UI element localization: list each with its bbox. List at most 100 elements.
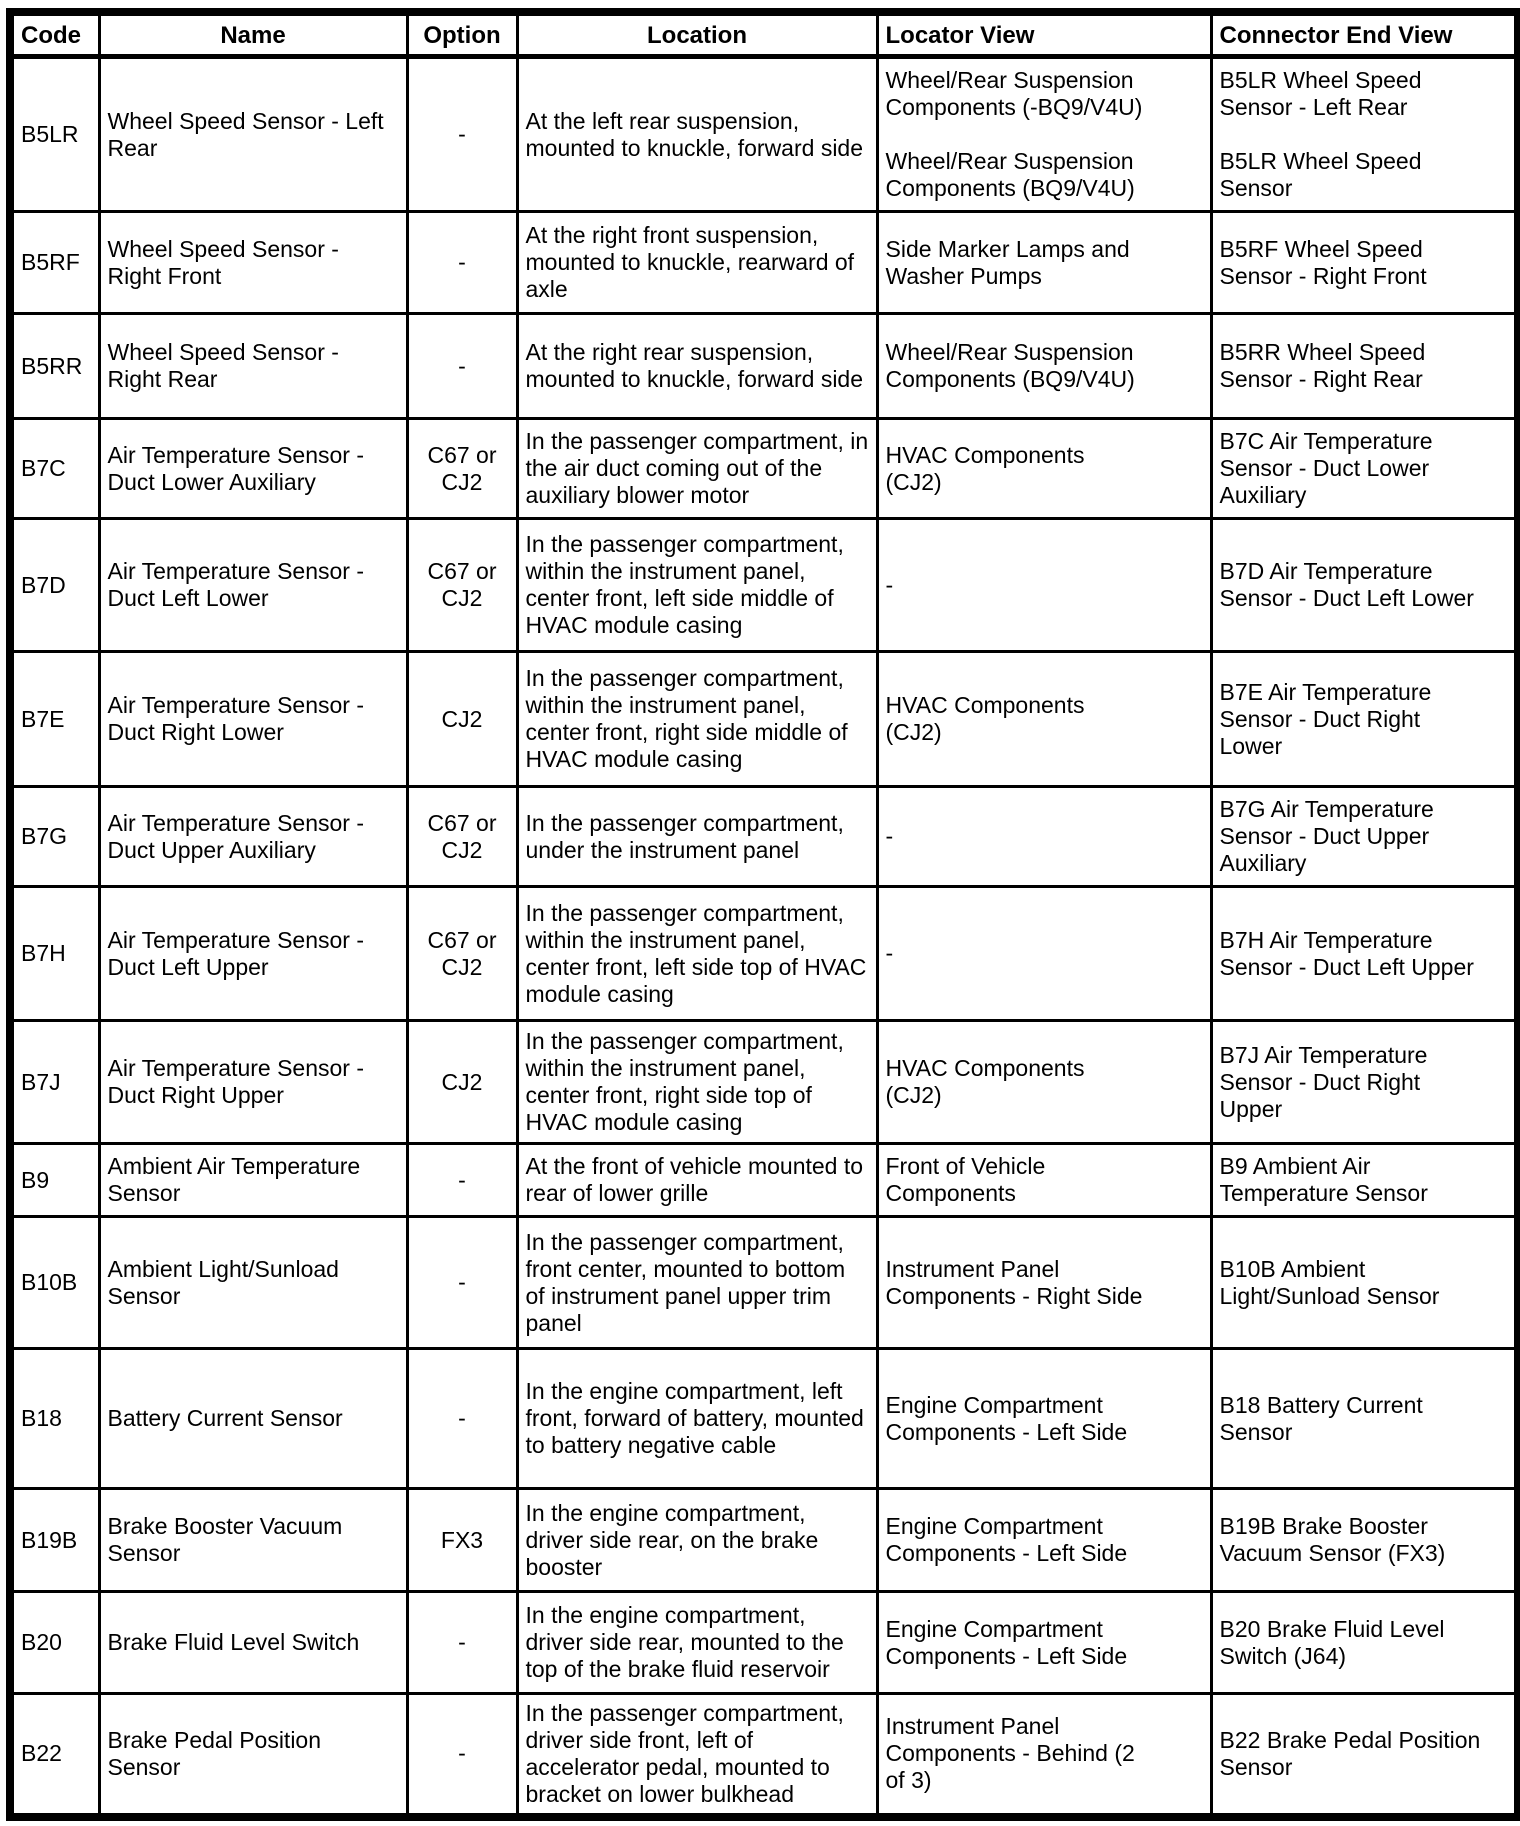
- table-row: B7D Air Temperature Sensor - Duct Left Lo…: [8, 517, 1520, 653]
- column-header-location: Location: [515, 10, 879, 59]
- column-header-option: Option: [405, 10, 519, 59]
- code-cell: B20: [8, 1590, 101, 1695]
- component-location-table-wrap: Code Name Option Location Locator View C…: [6, 8, 1520, 1821]
- connector-end-view-cell-text: B22 Brake Pedal Position Sensor: [1219, 1726, 1481, 1780]
- location-cell: In the passenger compartment, within the…: [515, 1019, 879, 1145]
- locator-view-cell: HVAC Components (CJ2): [875, 650, 1213, 788]
- location-cell: In the passenger compartment, in the air…: [515, 417, 879, 520]
- option-cell: CJ2: [405, 650, 519, 788]
- connector-end-view-cell-text: B5LR Wheel Speed Sensor - Left Rear: [1219, 67, 1422, 120]
- name-cell: Battery Current Sensor: [97, 1347, 409, 1490]
- connector-end-view-cell-text: B19B Brake Booster Vacuum Sensor (FX3): [1219, 1513, 1446, 1566]
- code-cell: B10B: [8, 1215, 101, 1350]
- location-cell: In the passenger compartment, under the …: [515, 785, 879, 888]
- locator-view-cell-text: -: [885, 571, 894, 598]
- locator-view-cell-text: Front of Vehicle Components: [885, 1153, 1046, 1206]
- locator-view-cell: Instrument Panel Components - Behind (2 …: [875, 1692, 1213, 1818]
- location-cell: In the passenger compartment, within the…: [515, 885, 879, 1022]
- option-cell: C67 or CJ2: [405, 885, 519, 1022]
- component-location-table: Code Name Option Location Locator View C…: [6, 8, 1520, 1821]
- table-row: B22 Brake Pedal Position Sensor - In the pa…: [8, 1692, 1520, 1818]
- location-cell: In the engine compartment, left front, f…: [515, 1347, 879, 1490]
- code-cell: B7E: [8, 650, 101, 788]
- locator-view-cell-text: Engine Compartment Components - Left Sid…: [885, 1615, 1128, 1669]
- option-cell: C67 or CJ2: [405, 517, 519, 653]
- connector-end-view-cell: B5RF Wheel Speed Sensor - Right Front: [1209, 210, 1520, 315]
- name-cell: Air Temperature Sensor - Duct Right Lowe…: [97, 650, 409, 788]
- locator-view-cell: Wheel/Rear Suspension Components (BQ9/V4…: [875, 312, 1213, 420]
- option-cell: -: [405, 1215, 519, 1350]
- name-cell: Brake Fluid Level Switch: [97, 1590, 409, 1695]
- name-cell: Air Temperature Sensor - Duct Right Uppe…: [97, 1019, 409, 1145]
- table-row: B19B Brake Booster Vacuum Sensor FX3 In the…: [8, 1487, 1520, 1593]
- table-row: B9 Ambient Air Temperature Sensor - At the …: [8, 1142, 1520, 1218]
- locator-view-cell-text: Wheel/Rear Suspension Components (-BQ9/V…: [885, 67, 1143, 120]
- locator-view-cell: HVAC Components (CJ2): [875, 417, 1213, 520]
- name-cell: Air Temperature Sensor - Duct Left Lower: [97, 517, 409, 653]
- locator-view-cell: Wheel/Rear Suspension Components (-BQ9/V…: [875, 55, 1213, 213]
- locator-view-cell: -: [875, 517, 1213, 653]
- column-header-connector-end-view: Connector End View: [1209, 10, 1520, 59]
- table-row: B20 Brake Fluid Level Switch - In the engin…: [8, 1590, 1520, 1695]
- connector-end-view-cell-text: B7G Air Temperature Sensor - Duct Upper …: [1219, 796, 1434, 876]
- locator-view-cell-text: HVAC Components (CJ2): [885, 692, 1085, 745]
- locator-view-cell: Engine Compartment Components - Left Sid…: [875, 1487, 1213, 1593]
- connector-end-view-cell: B18 Battery Current Sensor: [1209, 1347, 1520, 1490]
- column-header-code: Code: [8, 10, 101, 59]
- connector-end-view-cell: B20 Brake Fluid Level Switch (J64): [1209, 1590, 1520, 1695]
- table-body: B5LR Wheel Speed Sensor - Left Rear - At th…: [8, 55, 1520, 1818]
- table-row: B7E Air Temperature Sensor - Duct Right L…: [8, 650, 1520, 788]
- option-cell: CJ2: [405, 1019, 519, 1145]
- code-cell: B9: [8, 1142, 101, 1218]
- name-cell: Wheel Speed Sensor - Right Front: [97, 210, 409, 315]
- name-cell: Ambient Air Temperature Sensor: [97, 1142, 409, 1218]
- location-cell: In the passenger compartment, within the…: [515, 650, 879, 788]
- locator-view-cell-text: HVAC Components (CJ2): [885, 1055, 1085, 1108]
- header-row: Code Name Option Location Locator View C…: [8, 10, 1520, 59]
- location-cell: At the front of vehicle mounted to rear …: [515, 1142, 879, 1218]
- connector-end-view-cell: B7H Air Temperature Sensor - Duct Left U…: [1209, 885, 1520, 1022]
- connector-end-view-cell-text: B7J Air Temperature Sensor - Duct Right …: [1219, 1041, 1428, 1122]
- connector-end-view-cell-text: B5LR Wheel Speed Sensor: [1219, 148, 1422, 201]
- name-cell: Brake Booster Vacuum Sensor: [97, 1487, 409, 1593]
- name-cell: Air Temperature Sensor - Duct Upper Auxi…: [97, 785, 409, 888]
- code-cell: B19B: [8, 1487, 101, 1593]
- table-row: B7H Air Temperature Sensor - Duct Left Up…: [8, 885, 1520, 1022]
- location-cell: At the right front suspension, mounted t…: [515, 210, 879, 315]
- location-cell: In the engine compartment, driver side r…: [515, 1487, 879, 1593]
- locator-view-cell-text: -: [885, 823, 894, 849]
- locator-view-cell-text: Engine Compartment Components - Left Sid…: [885, 1513, 1128, 1566]
- locator-view-cell-text: Side Marker Lamps and Washer Pumps: [885, 235, 1130, 289]
- connector-end-view-cell: B22 Brake Pedal Position Sensor: [1209, 1692, 1520, 1818]
- connector-end-view-cell: B7C Air Temperature Sensor - Duct Lower …: [1209, 417, 1520, 520]
- code-cell: B5RF: [8, 210, 101, 315]
- connector-end-view-cell: B7D Air Temperature Sensor - Duct Left L…: [1209, 517, 1520, 653]
- code-cell: B5RR: [8, 312, 101, 420]
- locator-view-cell: HVAC Components (CJ2): [875, 1019, 1213, 1145]
- connector-end-view-cell: B7E Air Temperature Sensor - Duct Right …: [1209, 650, 1520, 788]
- table-row: B7C Air Temperature Sensor - Duct Lower A…: [8, 417, 1520, 520]
- location-cell: In the passenger compartment, within the…: [515, 517, 879, 653]
- name-cell: Ambient Light/Sunload Sensor: [97, 1215, 409, 1350]
- connector-end-view-cell-text: B7C Air Temperature Sensor - Duct Lower …: [1219, 428, 1433, 508]
- option-cell: C67 or CJ2: [405, 785, 519, 888]
- location-cell: In the engine compartment, driver side r…: [515, 1590, 879, 1695]
- name-cell: Brake Pedal Position Sensor: [97, 1692, 409, 1818]
- locator-view-cell: -: [875, 785, 1213, 888]
- table-row: B5RF Wheel Speed Sensor - Right Front - At …: [8, 210, 1520, 315]
- code-cell: B7H: [8, 885, 101, 1022]
- code-cell: B7J: [8, 1019, 101, 1145]
- connector-end-view-cell-text: B10B Ambient Light/Sunload Sensor: [1219, 1255, 1440, 1309]
- connector-end-view-cell-text: B7E Air Temperature Sensor - Duct Right …: [1219, 678, 1432, 759]
- connector-end-view-cell: B7J Air Temperature Sensor - Duct Right …: [1209, 1019, 1520, 1145]
- table-row: B7G Air Temperature Sensor - Duct Upper A…: [8, 785, 1520, 888]
- connector-end-view-cell: B5RR Wheel Speed Sensor - Right Rear: [1209, 312, 1520, 420]
- connector-end-view-cell: B5LR Wheel Speed Sensor - Left Rear B5LR …: [1209, 55, 1520, 213]
- column-header-name: Name: [97, 10, 409, 59]
- connector-end-view-cell-text: B20 Brake Fluid Level Switch (J64): [1219, 1615, 1445, 1669]
- table-row: B5LR Wheel Speed Sensor - Left Rear - At th…: [8, 55, 1520, 213]
- code-cell: B22: [8, 1692, 101, 1818]
- option-cell: -: [405, 1590, 519, 1695]
- table-row: B10B Ambient Light/Sunload Sensor - In the …: [8, 1215, 1520, 1350]
- table-row: B7J Air Temperature Sensor - Duct Right U…: [8, 1019, 1520, 1145]
